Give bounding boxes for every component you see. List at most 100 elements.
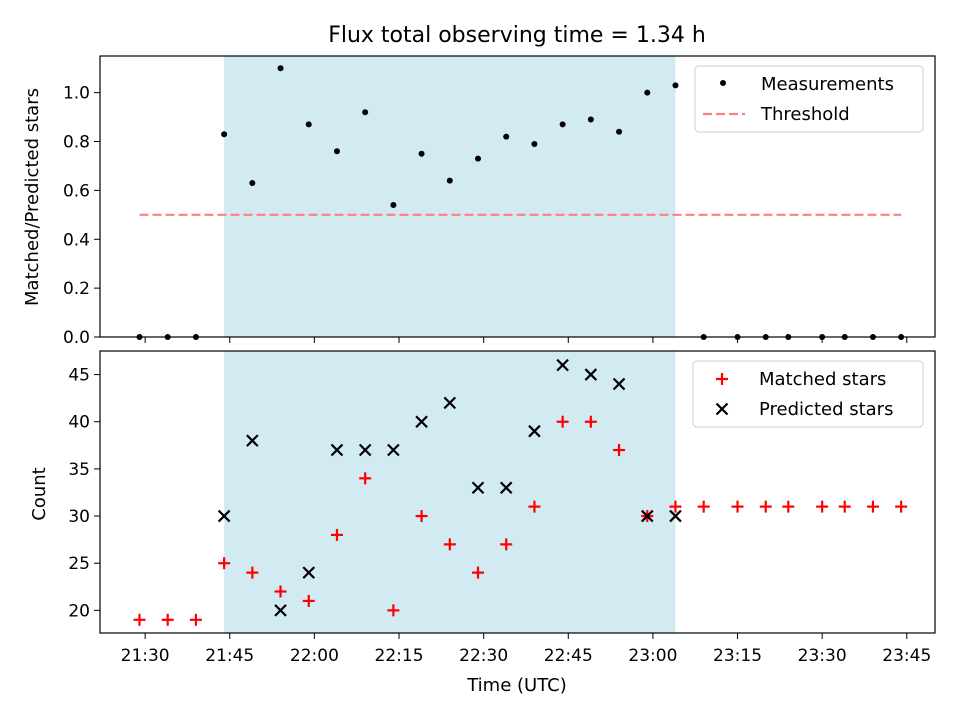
predicted-star-point [387, 443, 400, 457]
legend-box [694, 65, 924, 133]
measurement-point [362, 109, 369, 116]
measurement-point [390, 202, 397, 209]
measurement-point [531, 140, 538, 147]
predicted-star-point [669, 509, 682, 523]
matched-star-point [613, 444, 626, 457]
measurement-point [644, 89, 651, 96]
matched-star-point [189, 613, 202, 626]
y-tick-label: 40 [68, 413, 90, 433]
y-tick-label: 1.0 [63, 84, 90, 104]
matched-star-point [528, 500, 541, 513]
legend-matched-label: Matched stars [759, 369, 886, 390]
top-legend: Measurements Threshold [694, 65, 924, 133]
x-tick-label: 23:45 [882, 646, 931, 666]
predicted-star-point [556, 358, 569, 372]
predicted-star-point [274, 604, 287, 617]
x-tick-label: 23:15 [713, 646, 762, 666]
matched-star-point [302, 594, 315, 607]
x-tick-label: 21:30 [121, 646, 170, 666]
y-tick-label: 45 [68, 366, 90, 386]
bottom-panel: 20 25 30 35 40 45 21:30 21:45 22:00 22:15 22:30 22:… [68, 350, 936, 666]
measurement-point [475, 155, 482, 162]
matched-star-point [133, 613, 146, 626]
legend-measurement-label: Measurements [761, 74, 894, 95]
x-tick-label: 23:00 [628, 646, 677, 666]
legend-threshold-label: Threshold [760, 104, 850, 125]
matched-star-point [895, 500, 908, 513]
measurement-point [249, 180, 256, 187]
chart-title: Flux total observing time = 1.34 h [328, 23, 706, 48]
y-tick-label: 25 [68, 554, 90, 574]
measurement-point [559, 121, 566, 128]
measurement-point [672, 82, 679, 89]
x-axis-label: Time (UTC) [466, 675, 567, 696]
matched-star-point [218, 557, 231, 570]
matched-star-point [500, 538, 513, 551]
matched-star-point [697, 500, 710, 513]
x-tick-label: 22:45 [544, 646, 593, 666]
top-panel: 0.0 0.2 0.4 0.6 0.8 1.0 Measurements Threshold [63, 55, 936, 348]
matched-star-point [866, 500, 879, 513]
legend-predicted-marker [715, 402, 729, 416]
matched-star-point [359, 472, 372, 485]
measurement-point [446, 177, 453, 184]
y-tick-label: 35 [68, 460, 90, 480]
matched-star-point [816, 500, 829, 513]
bottom-plot-frame [99, 350, 936, 634]
matched-star-point [246, 566, 259, 579]
matched-star-point [731, 500, 744, 513]
bottom-y-axis-label: Count [29, 467, 50, 520]
observing-window [224, 351, 676, 633]
y-tick-label: 30 [68, 507, 90, 527]
measurement-point [587, 116, 594, 123]
x-tick-label: 22:15 [375, 646, 424, 666]
y-tick-label: 0.8 [63, 133, 90, 153]
matched-star-point [387, 604, 400, 617]
predicted-star-point [471, 481, 485, 495]
matched-star-point [838, 500, 851, 513]
matched-star-point [472, 566, 485, 579]
measurement-point [503, 133, 510, 140]
x-tick-label: 22:00 [290, 646, 339, 666]
measurement-point [221, 131, 228, 138]
bottom-legend: Matched stars Predicted stars [692, 360, 924, 428]
legend-measurement-marker [720, 80, 726, 86]
top-y-axis-label: Matched/Predicted stars [22, 88, 43, 306]
y-tick-label: 0.4 [63, 230, 90, 250]
predicted-star-point [302, 566, 316, 579]
predicted-star-point [584, 368, 598, 381]
matched-star-point [669, 500, 682, 513]
y-tick-label: 0.6 [63, 181, 90, 201]
predicted-star-point [612, 377, 626, 391]
x-tick-label: 23:30 [798, 646, 847, 666]
measurement-point [333, 148, 340, 155]
predicted-star-point [443, 396, 457, 410]
measurement-point [305, 121, 312, 128]
predicted-star-point [528, 424, 541, 438]
legend-predicted-label: Predicted stars [759, 399, 893, 420]
top-plot-frame [99, 55, 936, 338]
predicted-star-point [499, 481, 513, 495]
matched-star-point [584, 415, 597, 428]
measurement-point [277, 65, 284, 72]
x-tick-label: 22:30 [459, 646, 508, 666]
x-tick-label: 21:45 [205, 646, 254, 666]
y-tick-label: 0.2 [63, 279, 90, 299]
predicted-star-point [358, 443, 372, 457]
matched-star-point [274, 585, 287, 598]
measurement-point [616, 128, 623, 135]
y-tick-label: 0.0 [63, 328, 90, 348]
predicted-star-point [217, 509, 231, 523]
observing-window [224, 56, 676, 337]
matched-star-point [782, 500, 795, 513]
measurement-point [418, 150, 425, 157]
matched-star-point [556, 415, 569, 428]
matched-star-point [443, 538, 456, 551]
predicted-star-point [415, 415, 428, 429]
legend-matched-marker [716, 373, 728, 385]
predicted-star-point [640, 509, 654, 523]
predicted-star-point [330, 443, 344, 457]
matched-star-point [330, 528, 343, 541]
y-tick-label: 20 [68, 601, 90, 621]
